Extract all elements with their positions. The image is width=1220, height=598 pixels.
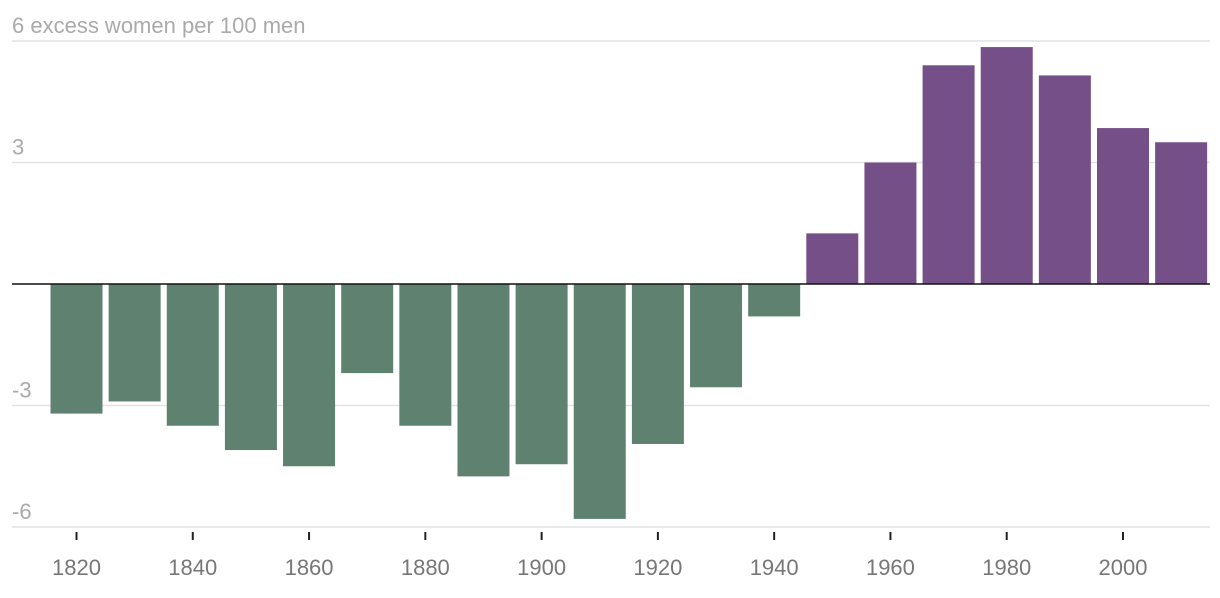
y-tick-label: -6: [12, 499, 32, 524]
y-tick-label: -3: [12, 378, 32, 403]
bar-1970: [922, 65, 975, 284]
bar-1920: [631, 284, 684, 444]
bar-1980: [980, 47, 1033, 285]
x-tick-label: 1980: [982, 555, 1031, 580]
x-tick-label: 1920: [633, 555, 682, 580]
x-tick-label: 1940: [750, 555, 799, 580]
x-tick-label: 1860: [285, 555, 334, 580]
x-tick-label: 1900: [517, 555, 566, 580]
bar-1960: [864, 162, 917, 284]
y-tick-label: 6 excess women per 100 men: [12, 13, 306, 38]
bar-1870: [341, 284, 394, 374]
y-tick-labels: 6 excess women per 100 men 3 -3 -6: [12, 13, 306, 524]
bar-1910: [573, 284, 626, 519]
x-tick-labels: 1820 1840 1860 1880 1900 1920 1940 1960 1980 2000: [52, 555, 1147, 580]
bar-1890: [457, 284, 510, 477]
bar-1860: [283, 284, 336, 467]
bar-1940: [748, 284, 801, 317]
axes: [12, 283, 1210, 540]
bar-2010: [1155, 142, 1208, 284]
x-tick-label: 1880: [401, 555, 450, 580]
x-tick-label: 1840: [168, 555, 217, 580]
bars: [50, 47, 1208, 519]
bar-1840: [166, 284, 219, 426]
bar-1850: [224, 284, 277, 451]
bar-1950: [806, 233, 859, 284]
bar-1990: [1038, 75, 1091, 284]
x-tick-label: 1820: [52, 555, 101, 580]
x-tick-label: 1960: [866, 555, 915, 580]
bar-1900: [515, 284, 568, 465]
bar-1830: [108, 284, 161, 402]
y-tick-label: 3: [12, 135, 24, 160]
x-tick-label: 2000: [1099, 555, 1148, 580]
bar-1820: [50, 284, 103, 414]
bar-1930: [690, 284, 743, 388]
bar-2000: [1097, 128, 1149, 284]
bar-1880: [399, 284, 452, 426]
